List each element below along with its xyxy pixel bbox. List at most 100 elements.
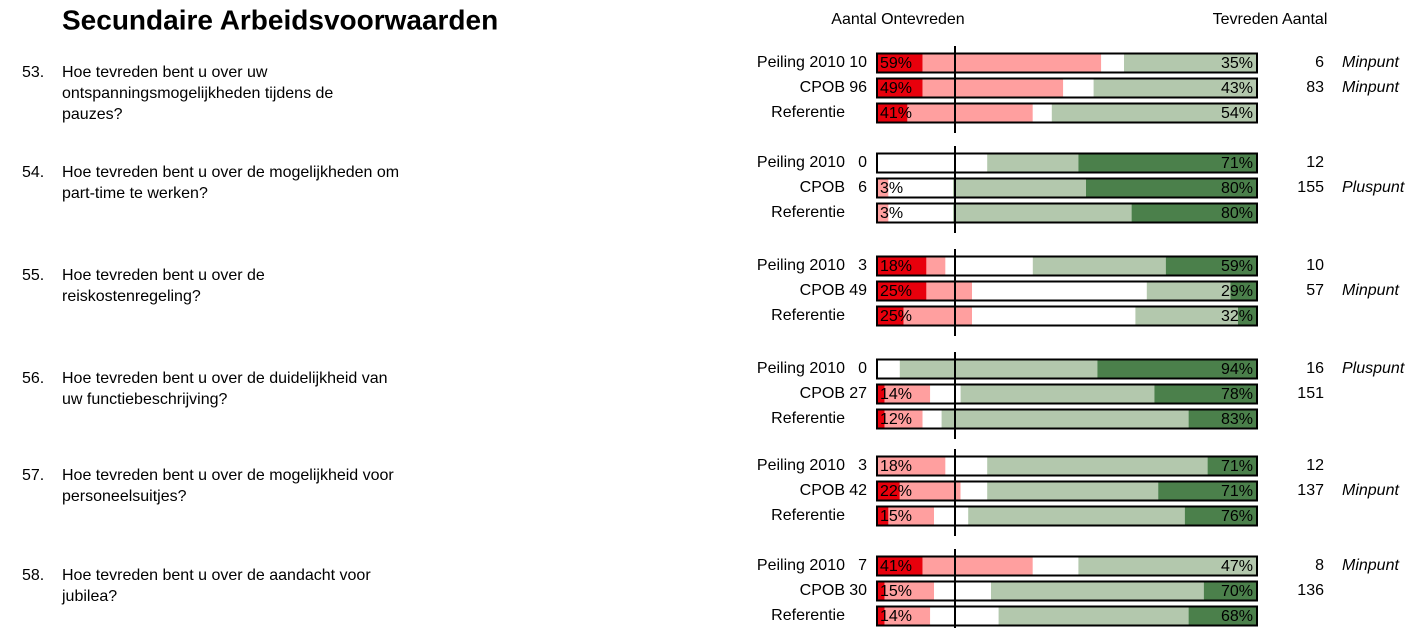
bar-segment <box>987 481 1159 501</box>
bar-segment <box>930 606 999 626</box>
bar-segment <box>1135 306 1238 326</box>
negative-label: 18% <box>880 258 912 275</box>
question-number: 56. <box>22 370 44 387</box>
count-positive: 16 <box>1306 360 1324 377</box>
negative-label: 59% <box>880 55 912 72</box>
row-label: Referentie <box>771 507 845 524</box>
bar-segment <box>987 456 1208 476</box>
question-number: 57. <box>22 467 44 484</box>
bar-segment <box>877 203 889 223</box>
positive-label: 68% <box>1221 608 1253 625</box>
negative-label: 12% <box>880 411 912 428</box>
bar-segment <box>888 203 953 223</box>
bar-segment <box>884 581 934 601</box>
bar-segment <box>877 456 946 476</box>
bar-segment <box>1086 178 1257 198</box>
positive-label: 47% <box>1221 558 1253 575</box>
bar-segment <box>922 409 942 429</box>
count-positive: 136 <box>1297 582 1324 599</box>
negative-label: 22% <box>880 483 912 500</box>
count-positive: 137 <box>1297 482 1324 499</box>
verdict: Minpunt <box>1342 557 1399 574</box>
positive-label: 71% <box>1221 458 1253 475</box>
bar-segment <box>1078 556 1257 576</box>
question-text: jubilea? <box>61 588 117 605</box>
bar-frame <box>876 505 1258 527</box>
row-label: CPOB <box>800 385 845 402</box>
question-text: Hoe tevreden bent u over de aandacht voo… <box>62 567 371 584</box>
count-negative: 30 <box>849 582 867 599</box>
bar-frame <box>876 408 1258 430</box>
bar-frame <box>876 580 1258 602</box>
bar-frame <box>876 177 1258 199</box>
bar-segment <box>941 409 1189 429</box>
count-negative: 3 <box>858 457 867 474</box>
negative-label: 3% <box>880 205 903 222</box>
question-text: Hoe tevreden bent u over de mogelijkhede… <box>62 164 399 181</box>
question-text: pauzes? <box>62 106 123 123</box>
positive-label: 71% <box>1221 155 1253 172</box>
bar-segment <box>877 256 927 276</box>
verdict: Pluspunt <box>1342 179 1405 196</box>
bar-segment <box>930 384 961 404</box>
bar-segment <box>960 384 1155 404</box>
bar-segment <box>877 103 908 123</box>
bar-segment <box>877 581 885 601</box>
bar-segment <box>888 178 953 198</box>
bar-segment <box>877 556 923 576</box>
positive-label: 29% <box>1221 283 1253 300</box>
bar-segment <box>945 456 988 476</box>
negative-label: 41% <box>880 558 912 575</box>
bar-frame <box>876 52 1258 74</box>
count-negative: 27 <box>849 385 867 402</box>
bar-segment <box>877 481 900 501</box>
bar-segment <box>934 506 969 526</box>
bar-segment <box>877 506 889 526</box>
bar-segment <box>972 306 1136 326</box>
bar-segment <box>953 178 1086 198</box>
bar-segment <box>953 203 1132 223</box>
positive-label: 78% <box>1221 386 1253 403</box>
bar-frame <box>876 152 1258 174</box>
question-text: Hoe tevreden bent u over de <box>62 267 265 284</box>
negative-label: 15% <box>880 508 912 525</box>
bar-segment <box>1238 306 1257 326</box>
count-negative: 0 <box>858 154 867 171</box>
question-text: uw functiebeschrijving? <box>62 391 228 408</box>
bar-segment <box>1032 256 1166 276</box>
bar-segment <box>877 384 885 404</box>
row-label: Peiling 2010 <box>757 457 845 474</box>
positive-label: 32% <box>1221 308 1253 325</box>
bar-frame <box>876 383 1258 405</box>
count-positive: 57 <box>1306 282 1324 299</box>
negative-label: 14% <box>880 608 912 625</box>
count-negative: 96 <box>849 79 867 96</box>
question-text: Hoe tevreden bent u over uw <box>62 64 268 81</box>
count-negative: 10 <box>849 54 867 71</box>
positive-label: 43% <box>1221 80 1253 97</box>
positive-label: 54% <box>1221 105 1253 122</box>
verdict: Pluspunt <box>1342 360 1405 377</box>
negative-label: 25% <box>880 308 912 325</box>
negative-label: 18% <box>880 458 912 475</box>
count-negative: 0 <box>858 360 867 377</box>
bar-segment <box>907 103 1033 123</box>
bar-segment <box>877 153 988 173</box>
bar-segment <box>972 281 1147 301</box>
row-label: CPOB <box>800 179 845 196</box>
bar-segment <box>998 606 1189 626</box>
bar-segment <box>888 506 934 526</box>
question-text: Hoe tevreden bent u over de duidelijkhei… <box>62 370 388 387</box>
row-label: Peiling 2010 <box>757 257 845 274</box>
bar-segment <box>877 409 885 429</box>
positive-label: 35% <box>1221 55 1253 72</box>
bar-segment <box>1158 481 1257 501</box>
question-text: part-time te werken? <box>62 185 208 202</box>
bar-segment <box>877 359 900 379</box>
count-positive: 155 <box>1297 179 1324 196</box>
bar-segment <box>1124 53 1257 73</box>
count-negative: 42 <box>849 482 867 499</box>
count-negative: 49 <box>849 282 867 299</box>
bar-segment <box>884 384 931 404</box>
bar-segment <box>968 506 1185 526</box>
